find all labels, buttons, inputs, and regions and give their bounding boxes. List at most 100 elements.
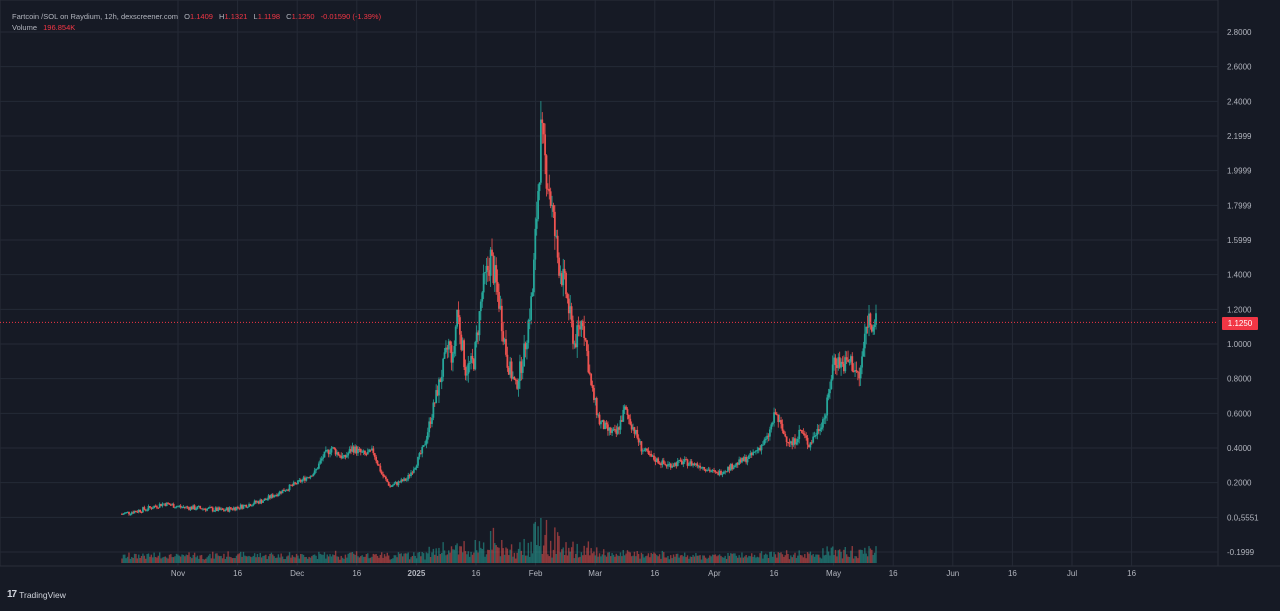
- candle-body: [142, 507, 144, 513]
- volume-bar: [121, 558, 123, 563]
- candle-body: [210, 507, 213, 509]
- volume-bar: [822, 548, 824, 563]
- volume-bar: [554, 527, 556, 563]
- candle-body: [784, 434, 787, 437]
- candle-body: [355, 446, 358, 454]
- candle-body: [591, 385, 594, 389]
- candle-body: [734, 465, 736, 468]
- candle-body: [679, 459, 682, 461]
- volume-bar: [815, 554, 817, 563]
- volume-bar: [347, 553, 349, 563]
- candle-body: [637, 437, 640, 443]
- candle-body: [196, 506, 199, 510]
- volume-bar: [160, 558, 162, 563]
- candle-body: [558, 257, 560, 276]
- volume-bar: [868, 546, 870, 563]
- candle-body: [743, 456, 746, 461]
- volume-bar: [291, 555, 294, 563]
- time-axis[interactable]: Nov 16 Dec 16 2025 16 Feb Mar 16 Apr 16 May 16 Jun 16 J…: [171, 569, 1137, 578]
- volume-bar: [665, 557, 668, 563]
- candle-body: [805, 435, 808, 438]
- y-tick-label: 2.8000: [1227, 28, 1252, 37]
- close-value: 1.1250: [291, 12, 315, 21]
- volume-bar: [586, 547, 588, 563]
- candle-body: [499, 305, 502, 309]
- volume-bar: [869, 548, 872, 563]
- candle-body: [269, 495, 271, 499]
- volume-bar: [762, 558, 764, 563]
- volume-bar: [746, 557, 749, 563]
- volume-bar: [474, 539, 476, 563]
- candle-body: [292, 482, 295, 486]
- volume-bar: [170, 554, 172, 563]
- volume-bar: [568, 547, 570, 563]
- volume-bar: [610, 556, 612, 563]
- volume-bar: [668, 559, 671, 563]
- candle-body: [752, 452, 755, 455]
- volume-bar: [552, 549, 555, 563]
- volume-bar: [859, 549, 862, 563]
- volume-bar: [654, 553, 657, 563]
- volume-bar: [756, 556, 759, 563]
- x-tick-label: Feb: [529, 569, 543, 578]
- candle-body: [459, 317, 461, 335]
- volume-bar: [224, 559, 227, 563]
- tradingview-brand[interactable]: 17 TradingView: [7, 589, 66, 600]
- y-tick-label: 0.4000: [1227, 444, 1252, 453]
- volume-bar: [625, 553, 627, 563]
- x-tick-label: Dec: [290, 569, 304, 578]
- volume-bar: [309, 557, 312, 563]
- volume-bar: [826, 546, 828, 563]
- volume-bar: [563, 554, 566, 563]
- candle-body: [738, 459, 741, 465]
- candle-body: [794, 438, 796, 445]
- volume-bar: [811, 555, 813, 563]
- candle-body: [379, 465, 382, 472]
- candle-body: [197, 506, 200, 508]
- volume-bar: [604, 555, 606, 563]
- candle-body: [755, 450, 757, 452]
- price-axis[interactable]: 2.8000 2.6000 2.4000 2.1999 1.9999 1.7999 1.59…: [1227, 28, 1259, 557]
- volume-bar: [475, 550, 478, 563]
- volume-bar: [805, 558, 807, 563]
- candle-body: [310, 475, 313, 477]
- volume-bar: [791, 557, 793, 563]
- candle-body: [238, 507, 241, 509]
- candle-body: [531, 292, 534, 297]
- candle-body: [634, 429, 637, 434]
- volume-bar: [267, 556, 270, 563]
- x-tick-label: 16: [770, 569, 779, 578]
- candle-body: [604, 422, 607, 430]
- candle-body: [345, 455, 348, 458]
- volume-bar: [629, 552, 631, 563]
- candle-body: [749, 453, 752, 456]
- volume-bar: [259, 552, 261, 563]
- candle-body: [162, 503, 165, 505]
- candle-body: [584, 338, 587, 341]
- candle-body: [868, 313, 870, 328]
- candle-body: [672, 465, 675, 467]
- volume-bar: [727, 552, 729, 563]
- candle-body: [544, 134, 546, 156]
- volume-bar: [327, 556, 330, 563]
- candle-body: [505, 339, 507, 355]
- candle-body: [280, 491, 283, 494]
- volume-bar: [725, 558, 728, 563]
- symbol-title: Fartcoin /SOL on Raydium, 12h, dexscreen…: [12, 12, 179, 21]
- volume-bar: [549, 540, 552, 563]
- volume-bar: [533, 523, 535, 563]
- volume-bar: [205, 558, 207, 563]
- volume-bar: [584, 554, 587, 563]
- volume-bar: [393, 555, 395, 563]
- volume-bar: [358, 557, 361, 563]
- candle-body: [605, 422, 608, 425]
- volume-bar: [311, 556, 313, 563]
- candle-body: [270, 494, 273, 499]
- volume-bar: [671, 558, 673, 563]
- candle-body: [512, 376, 514, 379]
- candle-body: [533, 259, 535, 293]
- volume-bar: [273, 556, 275, 563]
- y-tick-label: 2.4000: [1227, 97, 1252, 106]
